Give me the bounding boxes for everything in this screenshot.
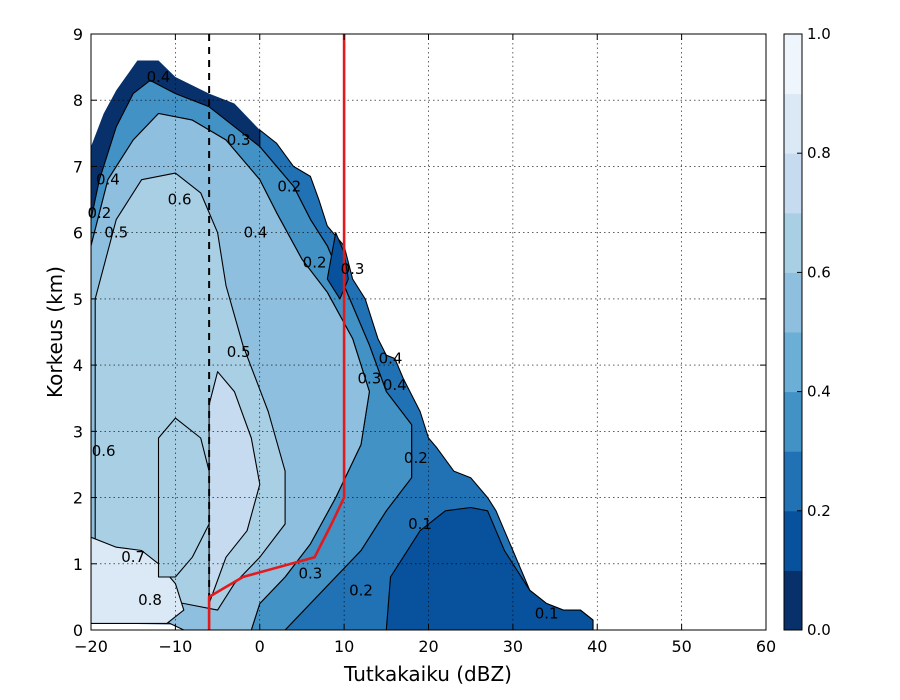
y-tick-label: 3	[73, 422, 83, 441]
colorbar-label: 0.4	[807, 383, 831, 401]
y-tick-label: 6	[73, 224, 83, 243]
y-axis-title: Korkeus (km)	[43, 266, 67, 398]
y-tick-label: 5	[73, 290, 83, 309]
contour-label: 0.6	[168, 191, 192, 209]
colorbar-label: 0.8	[807, 144, 831, 162]
contour-label: 0.1	[408, 515, 432, 533]
x-tick-label: 50	[671, 637, 691, 656]
colorbar-segment	[784, 451, 802, 512]
contour-label: 0.4	[147, 68, 171, 86]
contour-label: 0.4	[244, 224, 268, 242]
contour-label: 0.6	[92, 442, 116, 460]
contour-label: 0.8	[138, 591, 162, 609]
x-tick-label: 20	[418, 637, 438, 656]
contour-label: 0.3	[358, 369, 382, 387]
y-tick-label: 9	[73, 25, 83, 44]
contour-label: 0.5	[227, 343, 251, 361]
y-tick-label: 0	[73, 621, 83, 640]
contour-label: 0.2	[88, 204, 112, 222]
colorbar-segment	[784, 212, 802, 273]
contour-label: 0.3	[298, 565, 322, 583]
colorbar-segment	[784, 93, 802, 154]
y-tick-label: 1	[73, 555, 83, 574]
colorbar-label: 0.0	[807, 621, 831, 639]
contour-label: 0.1	[535, 604, 559, 622]
x-tick-label: 10	[334, 637, 354, 656]
x-tick-label: 60	[756, 637, 776, 656]
colorbar-segment	[784, 153, 802, 214]
contour-label: 0.7	[121, 548, 145, 566]
colorbar-segment	[784, 570, 802, 631]
x-tick-label: 30	[503, 637, 523, 656]
contour-region-0.1	[385, 506, 594, 630]
colorbar-segment	[784, 510, 802, 571]
x-tick-label: −20	[74, 637, 108, 656]
contour-label: 0.2	[277, 177, 301, 195]
contour-label: 0.2	[303, 253, 327, 271]
colorbar-segment	[784, 391, 802, 452]
colorbar-label: 0.6	[807, 263, 831, 281]
colorbar-segment	[784, 332, 802, 393]
contour-label: 0.4	[379, 349, 403, 367]
x-tick-label: 0	[255, 637, 265, 656]
x-tick-label: 40	[587, 637, 607, 656]
colorbar-label: 1.0	[807, 25, 831, 43]
colorbar-label: 0.2	[807, 502, 831, 520]
colorbar-segment	[784, 272, 802, 333]
red-profile-line	[207, 34, 346, 630]
contour-region-0.7	[208, 371, 261, 605]
contour-label: 0.5	[104, 224, 128, 242]
y-tick-label: 4	[73, 356, 83, 375]
x-tick-label: −10	[158, 637, 192, 656]
contour-label: 0.4	[96, 171, 120, 189]
contour-label: 0.3	[227, 131, 251, 149]
contour-label: 0.3	[341, 260, 365, 278]
y-tick-label: 2	[73, 489, 83, 508]
contour-label: 0.2	[349, 581, 373, 599]
x-axis-title: Tutkakaiku (dBZ)	[343, 662, 512, 686]
contour-label: 0.2	[404, 449, 428, 467]
y-tick-label: 8	[73, 91, 83, 110]
contour-label: 0.4	[383, 376, 407, 394]
colorbar-segment	[784, 34, 802, 95]
y-tick-label: 7	[73, 157, 83, 176]
colorbar-frame	[783, 33, 803, 631]
